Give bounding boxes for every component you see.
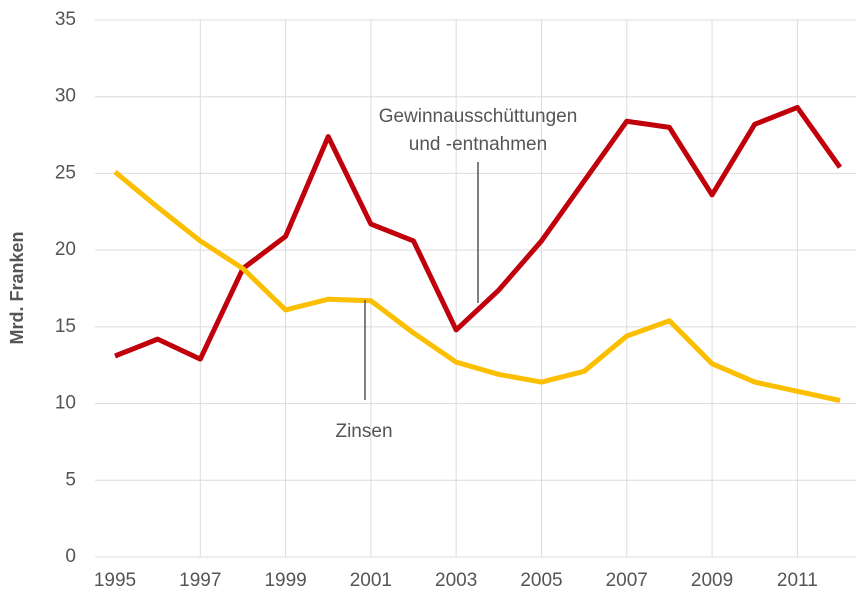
series-label: Zinsen bbox=[335, 421, 392, 442]
x-tick-label: 2011 bbox=[777, 570, 818, 591]
x-tick-label: 1995 bbox=[94, 570, 136, 591]
x-tick-label: 1997 bbox=[179, 570, 221, 591]
x-tick-label: 1999 bbox=[264, 570, 306, 591]
series-line bbox=[114, 104, 843, 362]
series-label: Gewinnausschüttungen und -entnahmen bbox=[379, 106, 578, 155]
y-tick-label: 0 bbox=[65, 546, 76, 567]
label-line: und -entnahmen bbox=[409, 134, 547, 155]
y-tick-label: 5 bbox=[65, 469, 76, 490]
y-tick-label: 10 bbox=[55, 393, 76, 414]
series-line bbox=[113, 169, 841, 403]
y-tick-label: 35 bbox=[55, 9, 76, 30]
y-tick-label: 20 bbox=[55, 239, 76, 260]
x-tick-label: 2007 bbox=[606, 570, 648, 591]
x-tick-label: 2009 bbox=[691, 570, 733, 591]
label-line: Gewinnausschüttungen bbox=[379, 106, 578, 127]
y-tick-label: 25 bbox=[55, 162, 76, 183]
y-tick-label: 30 bbox=[55, 86, 76, 107]
x-tick-label: 2005 bbox=[520, 570, 562, 591]
x-tick-label: 2001 bbox=[350, 570, 392, 591]
y-tick-label: 15 bbox=[55, 316, 76, 337]
x-tick-label: 2003 bbox=[435, 570, 477, 591]
y-axis-label: Mrd. Franken bbox=[7, 231, 27, 344]
